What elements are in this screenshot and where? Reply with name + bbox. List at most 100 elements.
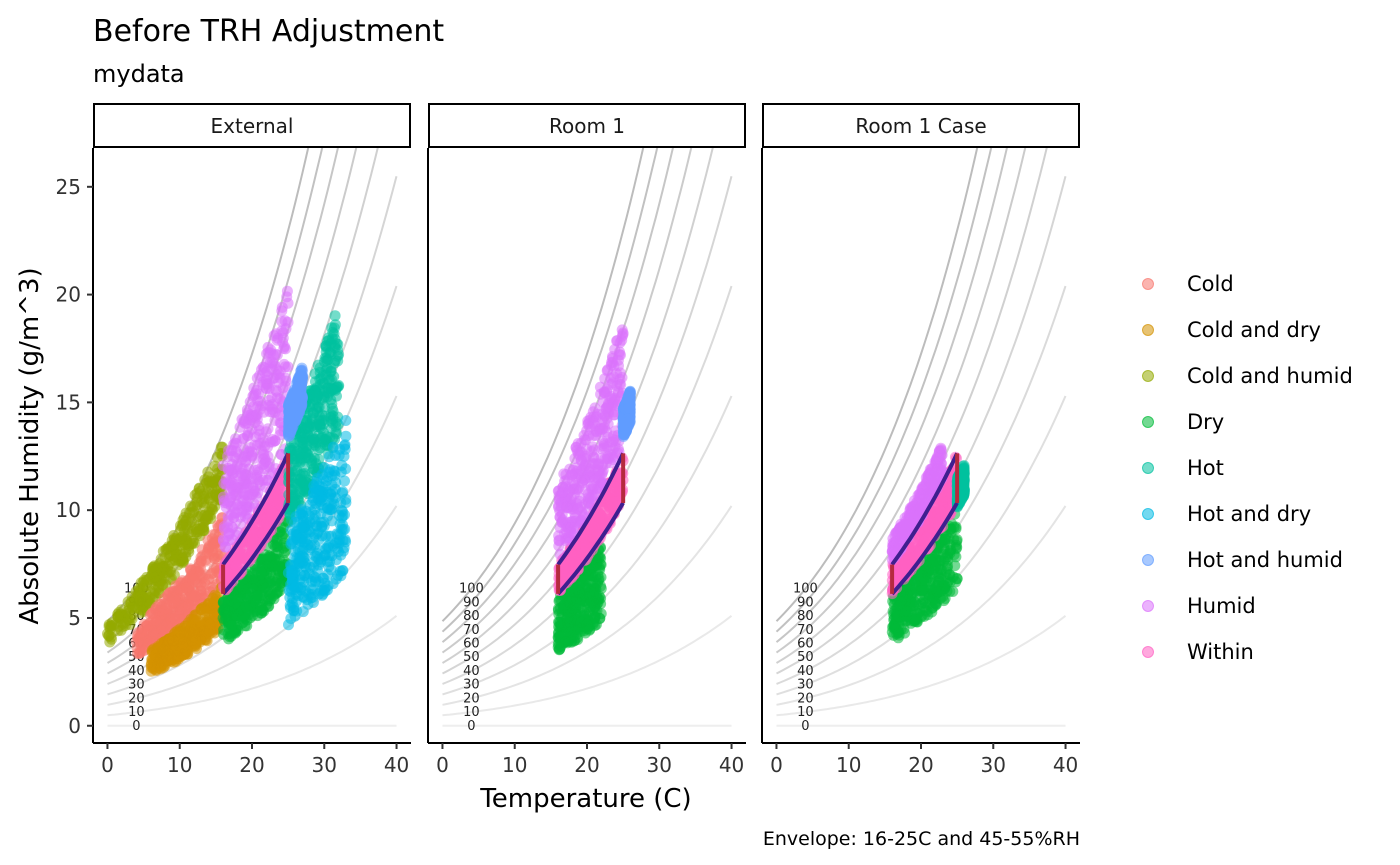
facet-strip-label: Room 1 <box>549 114 625 138</box>
facet-panel: External01020304050607080901000102030400… <box>56 103 411 777</box>
facet-strip <box>762 103 1080 148</box>
rh-curve <box>775 148 993 633</box>
data-point <box>319 549 331 561</box>
data-point <box>576 477 588 489</box>
data-point <box>147 571 159 583</box>
data-point <box>622 390 634 402</box>
envelope-lower <box>556 501 625 596</box>
rh-curve <box>441 148 645 622</box>
data-point <box>590 518 602 530</box>
data-point <box>584 577 596 589</box>
data-point <box>291 388 303 400</box>
data-point <box>137 577 149 589</box>
data-point <box>948 549 960 561</box>
data-point <box>240 469 251 480</box>
data-point <box>553 534 565 546</box>
rh-curve <box>775 148 979 622</box>
data-point <box>295 477 307 489</box>
data-point <box>565 628 577 640</box>
data-point <box>559 598 571 610</box>
data-point <box>271 364 283 376</box>
data-point <box>187 574 199 586</box>
rh-label: 90 <box>463 595 480 610</box>
data-point <box>919 534 931 546</box>
data-point <box>951 535 963 547</box>
y-tick-label: 10 <box>56 498 81 522</box>
data-point <box>207 477 219 489</box>
data-point <box>324 432 336 443</box>
data-point <box>584 493 596 504</box>
data-point <box>268 593 280 605</box>
y-tick-label: 20 <box>56 283 81 307</box>
data-point <box>222 521 234 533</box>
data-point <box>156 579 168 591</box>
data-point <box>108 619 120 631</box>
data-point <box>222 628 234 640</box>
data-point <box>218 596 230 608</box>
data-point <box>265 511 277 522</box>
rh-label: 30 <box>463 678 480 693</box>
data-point <box>326 322 338 334</box>
data-point <box>325 564 337 576</box>
data-point <box>271 334 283 346</box>
data-point <box>893 627 905 638</box>
data-point <box>936 564 947 576</box>
data-point <box>556 487 568 498</box>
data-point <box>624 415 636 427</box>
data-point <box>561 502 573 514</box>
data-point <box>285 559 296 571</box>
data-point <box>244 600 256 612</box>
x-tick-label: 10 <box>502 753 527 777</box>
points <box>102 285 352 677</box>
data-point <box>326 479 338 491</box>
rh-label: 80 <box>797 609 814 624</box>
data-point <box>599 373 611 385</box>
data-point <box>183 599 195 611</box>
rh-label: 100 <box>793 582 818 597</box>
data-point <box>169 645 181 657</box>
data-point <box>277 327 289 339</box>
data-point <box>151 642 163 654</box>
data-point <box>241 620 253 632</box>
data-point <box>276 530 288 542</box>
data-point <box>917 583 929 595</box>
rh-label: 20 <box>797 691 814 706</box>
data-point <box>616 324 628 336</box>
rh-curve <box>776 505 1067 706</box>
data-point <box>599 422 611 434</box>
data-point <box>581 619 593 631</box>
chart-subtitle: mydata <box>93 60 185 88</box>
data-point <box>947 586 959 597</box>
data-point <box>306 576 318 587</box>
data-point <box>233 448 244 460</box>
x-tick-label: 40 <box>719 753 744 777</box>
data-point <box>178 512 190 523</box>
facet-strip-label: External <box>211 114 294 138</box>
data-point <box>594 613 606 624</box>
data-point <box>326 398 338 410</box>
data-point <box>250 388 262 400</box>
data-point <box>189 590 201 602</box>
data-point <box>299 468 310 479</box>
data-point <box>336 459 348 471</box>
data-point <box>606 436 618 448</box>
data-point <box>159 552 171 564</box>
data-point <box>312 565 323 576</box>
data-point <box>311 403 322 415</box>
data-point <box>134 632 145 643</box>
x-tick-label: 0 <box>436 753 449 777</box>
data-point <box>307 492 319 504</box>
rh-label: 50 <box>797 650 814 665</box>
data-point <box>211 553 223 565</box>
rh-label: 20 <box>128 691 145 706</box>
data-point <box>263 461 275 473</box>
rh-curve <box>775 148 1008 643</box>
data-point <box>222 451 234 463</box>
data-point <box>162 655 174 667</box>
data-point <box>603 501 615 513</box>
data-point <box>337 524 349 536</box>
facet-strip <box>428 103 746 148</box>
data-point <box>576 464 587 476</box>
